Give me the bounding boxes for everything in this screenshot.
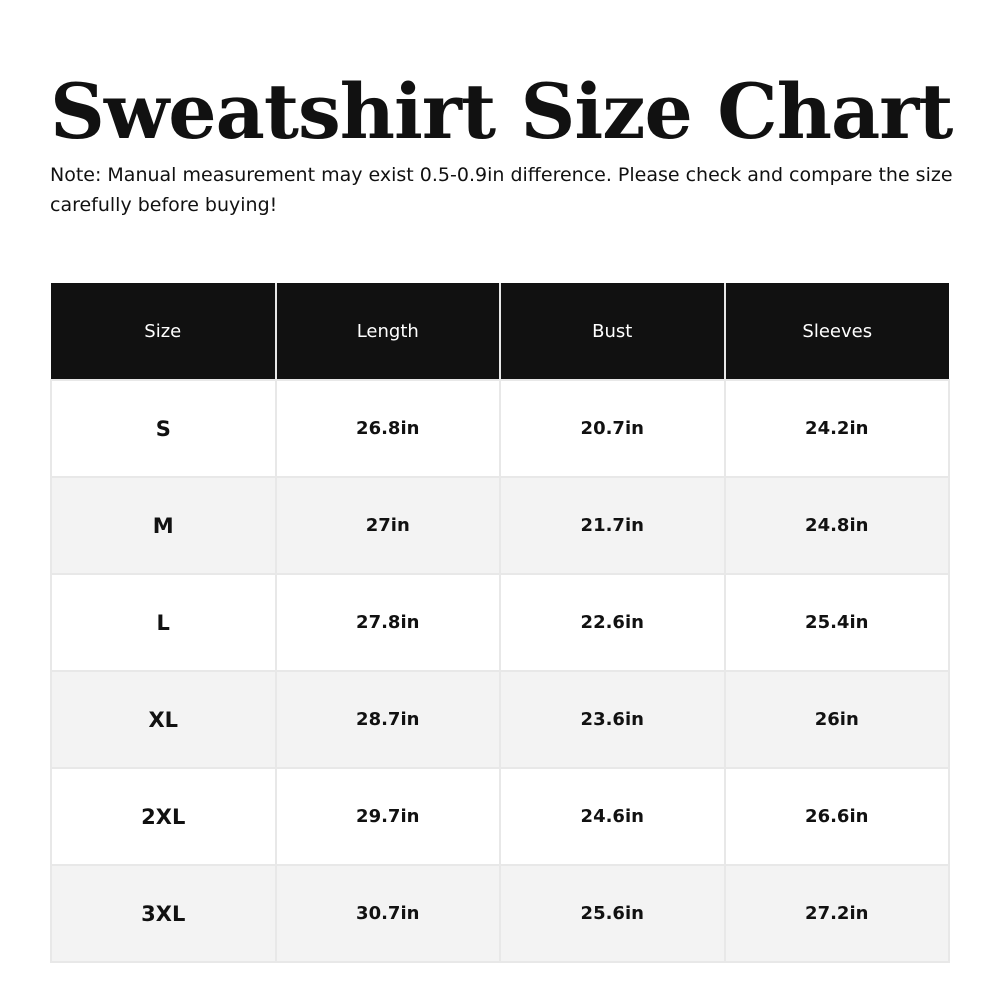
cell-bust: 25.6in: [499, 864, 726, 963]
cell-sleeves: 26.6in: [723, 767, 950, 866]
table-row: L 27.8in 22.6in 25.4in: [50, 573, 950, 672]
cell-size: XL: [50, 670, 277, 769]
cell-sleeves: 26in: [723, 670, 950, 769]
size-chart-table: Size Length Bust Sleeves S 26.8in 20.7in 24…: [50, 283, 950, 963]
cell-size: S: [50, 379, 277, 478]
cell-length: 28.7in: [274, 670, 501, 769]
header-bust: Bust: [500, 283, 726, 380]
header-size: Size: [51, 283, 277, 380]
cell-length: 27in: [274, 476, 501, 575]
cell-size: 2XL: [50, 767, 277, 866]
header-length: Length: [275, 283, 501, 380]
table-row: 3XL 30.7in 25.6in 27.2in: [50, 864, 950, 963]
cell-length: 29.7in: [274, 767, 501, 866]
cell-sleeves: 24.2in: [723, 379, 950, 478]
cell-size: M: [50, 476, 277, 575]
cell-length: 30.7in: [274, 864, 501, 963]
table-row: XL 28.7in 23.6in 26in: [50, 670, 950, 769]
cell-sleeves: 24.8in: [723, 476, 950, 575]
cell-size: 3XL: [50, 864, 277, 963]
cell-sleeves: 25.4in: [723, 573, 950, 672]
header-sleeves: Sleeves: [724, 283, 949, 380]
cell-length: 26.8in: [274, 379, 501, 478]
table-row: 2XL 29.7in 24.6in 26.6in: [50, 767, 950, 866]
cell-sleeves: 27.2in: [723, 864, 950, 963]
cell-bust: 23.6in: [499, 670, 726, 769]
cell-bust: 22.6in: [499, 573, 726, 672]
table-row: M 27in 21.7in 24.8in: [50, 476, 950, 575]
cell-bust: 21.7in: [499, 476, 726, 575]
measurement-note: Note: Manual measurement may exist 0.5-0…: [50, 164, 953, 216]
table-header-row: Size Length Bust Sleeves: [51, 283, 949, 380]
table-row: S 26.8in 20.7in 24.2in: [50, 379, 950, 478]
cell-size: L: [50, 573, 277, 672]
page-title: Sweatshirt Size Chart: [50, 67, 953, 156]
cell-length: 27.8in: [274, 573, 501, 672]
cell-bust: 20.7in: [499, 379, 726, 478]
cell-bust: 24.6in: [499, 767, 726, 866]
